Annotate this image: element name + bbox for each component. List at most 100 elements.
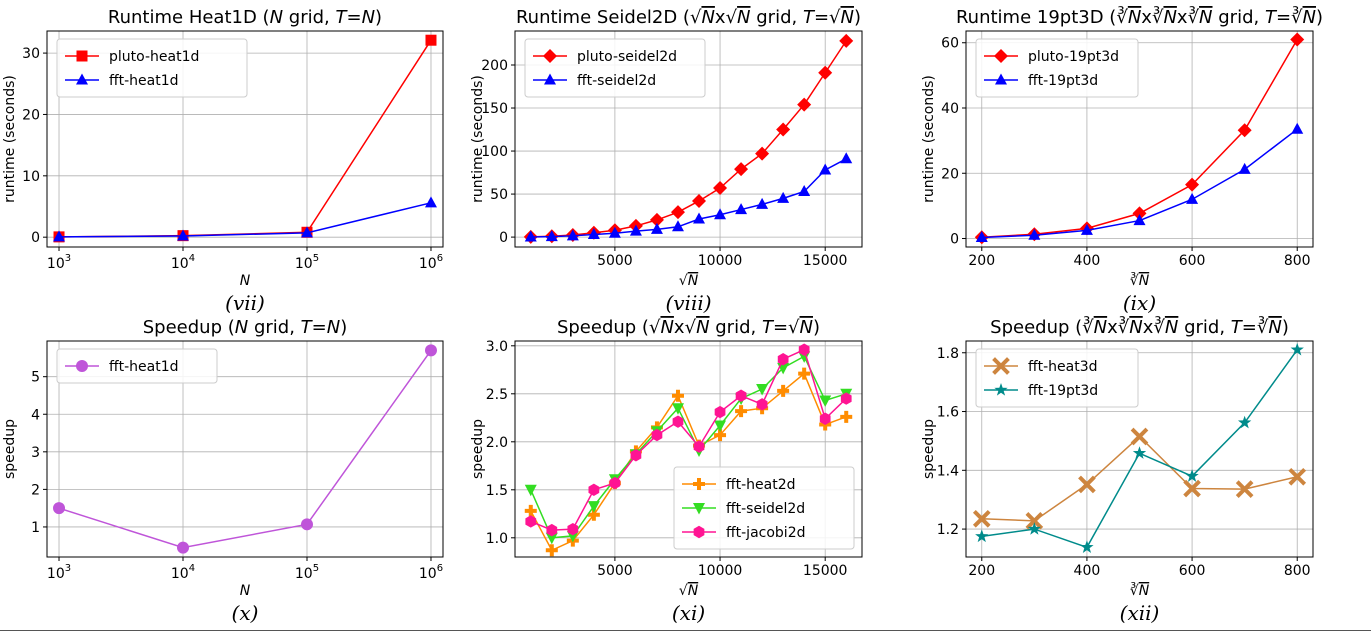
data-point — [1290, 32, 1305, 47]
data-point — [1291, 122, 1304, 134]
x-tick-label: 5000 — [597, 253, 633, 269]
y-tick-label: 0 — [950, 232, 959, 248]
y-axis-label: speedup — [921, 419, 937, 479]
data-point — [755, 146, 770, 161]
x-tick-label: 200 — [968, 253, 995, 269]
x-tick-label: 106 — [419, 253, 443, 272]
data-point — [1186, 192, 1199, 204]
panel-caption: (viii) — [665, 291, 711, 315]
legend-frame — [975, 38, 1139, 98]
x-tick-label: 105 — [295, 563, 319, 582]
data-point — [756, 197, 769, 209]
panel-vii: 103 104 105 106 0 10 20 30 Runtime Heat1D (N gri… — [2, 7, 444, 315]
panel-xii: 200 400 600 800 1.2 1.4 1.6 1.8 Speedup (∛Nx∛Nx∛… — [921, 316, 1314, 625]
y-tick-label: 2.0 — [486, 435, 508, 451]
data-point — [777, 353, 789, 366]
data-point — [566, 229, 579, 241]
plot-frame — [965, 340, 1314, 558]
x-tick-label: 103 — [47, 563, 71, 582]
data-point — [1185, 469, 1199, 482]
data-point — [53, 230, 66, 242]
data-point — [566, 530, 579, 543]
data-point — [424, 196, 437, 208]
data-point — [798, 343, 810, 356]
data-point — [1027, 522, 1042, 535]
data-point — [818, 65, 833, 80]
legend-label: fft-seidel2d — [726, 501, 805, 517]
data-point — [1237, 123, 1252, 138]
panel-caption: (x) — [232, 601, 259, 625]
legend-marker — [693, 478, 705, 490]
x-axis-label: N — [240, 273, 251, 289]
legend-marker — [994, 49, 1008, 63]
legend-label: fft-heat3d — [1028, 359, 1098, 375]
x-axis-label: √N — [679, 273, 699, 289]
legend: pluto-seidel2d fft-seidel2d — [524, 38, 706, 98]
legend-frame — [524, 38, 706, 98]
chart-title: Speedup (N grid, T=N) — [143, 317, 348, 338]
data-point — [714, 420, 727, 432]
data-point — [1185, 177, 1200, 192]
data-point — [1183, 479, 1201, 498]
data-point — [1133, 214, 1146, 226]
data-point — [629, 224, 642, 236]
data-point — [714, 405, 726, 419]
data-point — [545, 532, 558, 545]
data-point — [1078, 475, 1096, 494]
series-line — [530, 355, 847, 539]
legend: fft-heat2d fft-seidel2d fft-jacobi2d — [673, 466, 855, 550]
data-point — [692, 193, 707, 208]
data-point — [608, 226, 621, 238]
data-point — [1237, 415, 1252, 429]
y-axis-label: runtime (seconds) — [2, 75, 18, 203]
series-line — [530, 372, 847, 552]
data-point — [672, 415, 684, 428]
x-tick-label: 800 — [1284, 253, 1311, 269]
data-point — [1132, 446, 1147, 459]
legend-frame — [56, 348, 218, 384]
data-point — [1290, 342, 1304, 356]
x-axis-label: ∛N — [1130, 272, 1150, 289]
data-point — [756, 384, 769, 396]
data-point — [975, 529, 989, 543]
y-axis-label: speedup — [2, 419, 18, 479]
data-point — [300, 518, 313, 531]
y-tick-label: 100 — [481, 144, 508, 160]
y-tick-label: 20 — [941, 166, 959, 182]
data-point — [734, 162, 749, 177]
series-fft-19pt3d — [975, 122, 1304, 243]
series-fft-heat1d — [53, 196, 437, 242]
chart-title: Speedup (∛Nx∛Nx∛N grid, T=∛N) — [990, 316, 1289, 338]
data-point — [1080, 540, 1094, 553]
y-tick-label: 1.0 — [486, 531, 508, 547]
data-point — [545, 544, 558, 557]
data-point — [735, 203, 748, 215]
data-point — [525, 515, 537, 528]
x-tick-label: 15000 — [803, 253, 848, 269]
data-point — [53, 502, 66, 515]
y-tick-label: 200 — [481, 58, 508, 74]
data-point — [524, 484, 537, 497]
x-tick-label: 800 — [1284, 563, 1311, 579]
y-tick-label: 4 — [31, 407, 40, 423]
data-point — [424, 344, 437, 357]
data-point — [1238, 162, 1251, 174]
y-tick-label: 20 — [22, 107, 40, 123]
data-point — [524, 230, 537, 242]
data-point — [588, 483, 600, 496]
chart-title: Runtime 19pt3D (∛Nx∛Nx∛N grid, T=∛N) — [956, 6, 1323, 28]
data-point — [776, 122, 791, 137]
data-point — [649, 212, 664, 227]
legend-marker — [995, 73, 1007, 85]
legend-label: fft-heat1d — [109, 73, 179, 89]
data-point — [798, 367, 811, 380]
legend-marker — [693, 503, 705, 515]
data-point — [735, 389, 747, 402]
x-tick-label: 10000 — [698, 253, 743, 269]
y-tick-label: 3.0 — [486, 339, 508, 355]
legend-marker — [76, 360, 88, 372]
data-point — [693, 440, 705, 453]
chart-title: Speedup (√Nx√N grid, T=√N) — [557, 317, 820, 338]
y-tick-label: 150 — [481, 101, 508, 117]
data-point — [819, 412, 831, 425]
